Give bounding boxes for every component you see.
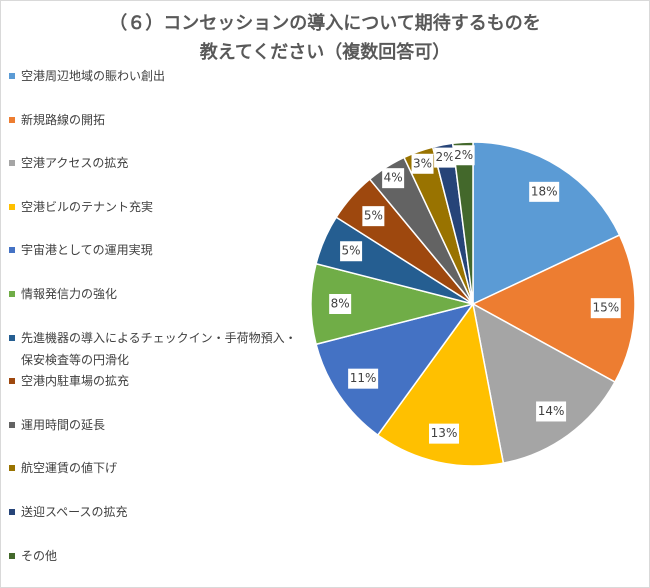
label-bg — [434, 147, 457, 168]
data-label: 2% — [454, 148, 473, 162]
legend-item: その他 — [9, 545, 299, 567]
data-label: 4% — [384, 171, 403, 185]
legend-label: 空港ビルのテナント充実 — [21, 199, 154, 214]
legend-item: 送迎スペースの拡充 — [9, 501, 299, 523]
label-bg — [411, 153, 434, 174]
legend-item: 航空運賃の値下げ — [9, 457, 299, 479]
data-label: 14% — [538, 404, 565, 418]
legend-swatch — [9, 247, 15, 254]
title-line: （６）コンセッションの導入について期待するものを — [109, 13, 541, 34]
legend-label: 空港アクセスの拡充 — [21, 156, 129, 171]
label-bg — [362, 206, 385, 227]
legend-label: 航空運賃の値下げ — [21, 461, 118, 476]
pie-slice — [451, 141, 474, 305]
label-bg — [529, 181, 560, 202]
data-label: 3% — [413, 156, 432, 170]
data-label: 18% — [531, 184, 558, 198]
pie-slice — [471, 234, 636, 384]
legend-swatch — [9, 160, 15, 167]
legend-label: 新規路線の開拓 — [21, 112, 106, 127]
chart-title: （６）コンセッションの導入について期待するものを 教えてください（複数回答可） — [1, 9, 649, 67]
pie-slice — [315, 302, 475, 437]
pie-slice — [376, 302, 505, 467]
legend-item: 情報発信力の強化 — [9, 283, 299, 305]
label-bg — [452, 145, 475, 166]
label-bg — [382, 168, 405, 189]
pie-slice — [471, 302, 616, 465]
legend-item: 運用時間の延長 — [9, 414, 299, 436]
legend-label: 空港内駐車場の拡充 — [21, 374, 130, 389]
title-line: 教えてください（複数回答可） — [199, 42, 451, 63]
data-label: 5% — [364, 209, 383, 223]
label-bg — [340, 241, 363, 262]
data-label: 13% — [431, 426, 458, 440]
legend-swatch — [9, 465, 15, 472]
legend-label: 運用時間の延長 — [21, 417, 106, 432]
label-bg — [329, 294, 352, 314]
legend-swatch — [9, 291, 15, 297]
data-label: 2% — [436, 150, 455, 164]
legend-swatch — [9, 378, 15, 385]
data-label: 5% — [342, 244, 361, 258]
legend-item: 空港周辺地域の賑わい創出 — [9, 65, 299, 87]
legend-item: 先進機器の導入によるチェックイン・手荷物預入・保安検査等の円滑化 — [9, 327, 299, 371]
legend-item: 新規路線の開拓 — [9, 109, 299, 131]
label-bg — [348, 368, 379, 389]
legend-swatch — [9, 73, 15, 79]
label-bg — [429, 423, 460, 444]
pie-slice — [472, 141, 621, 306]
legend-item: 空港ビルのテナント充実 — [9, 196, 299, 218]
legend-label: 空港周辺地域の賑わい創出 — [21, 69, 166, 83]
label-bg — [536, 401, 567, 422]
data-label: 11% — [350, 371, 377, 385]
legend-swatch — [9, 334, 15, 341]
legend-item: 空港内駐車場の拡充 — [9, 370, 299, 392]
legend-label: 宇宙港としての運用実現 — [21, 243, 153, 258]
legend-item: 空港アクセスの拡充 — [9, 152, 299, 174]
legend-label: 送迎スペースの拡充 — [21, 505, 128, 519]
legend-label: 先進機器の導入によるチェックイン・手荷物預入・保安検査等の円滑化 — [21, 330, 297, 367]
legend-swatch — [9, 552, 15, 559]
data-label: 8% — [331, 297, 350, 311]
data-label: 15% — [592, 301, 619, 315]
label-bg — [590, 298, 621, 319]
legend-swatch — [9, 116, 15, 123]
legend-swatch — [9, 421, 15, 428]
legend-swatch — [9, 203, 15, 210]
legend-item: 宇宙港としての運用実現 — [9, 239, 299, 261]
legend-label: その他 — [21, 548, 58, 563]
legend-swatch — [9, 509, 15, 515]
legend-label: 情報発信力の強化 — [21, 287, 118, 301]
